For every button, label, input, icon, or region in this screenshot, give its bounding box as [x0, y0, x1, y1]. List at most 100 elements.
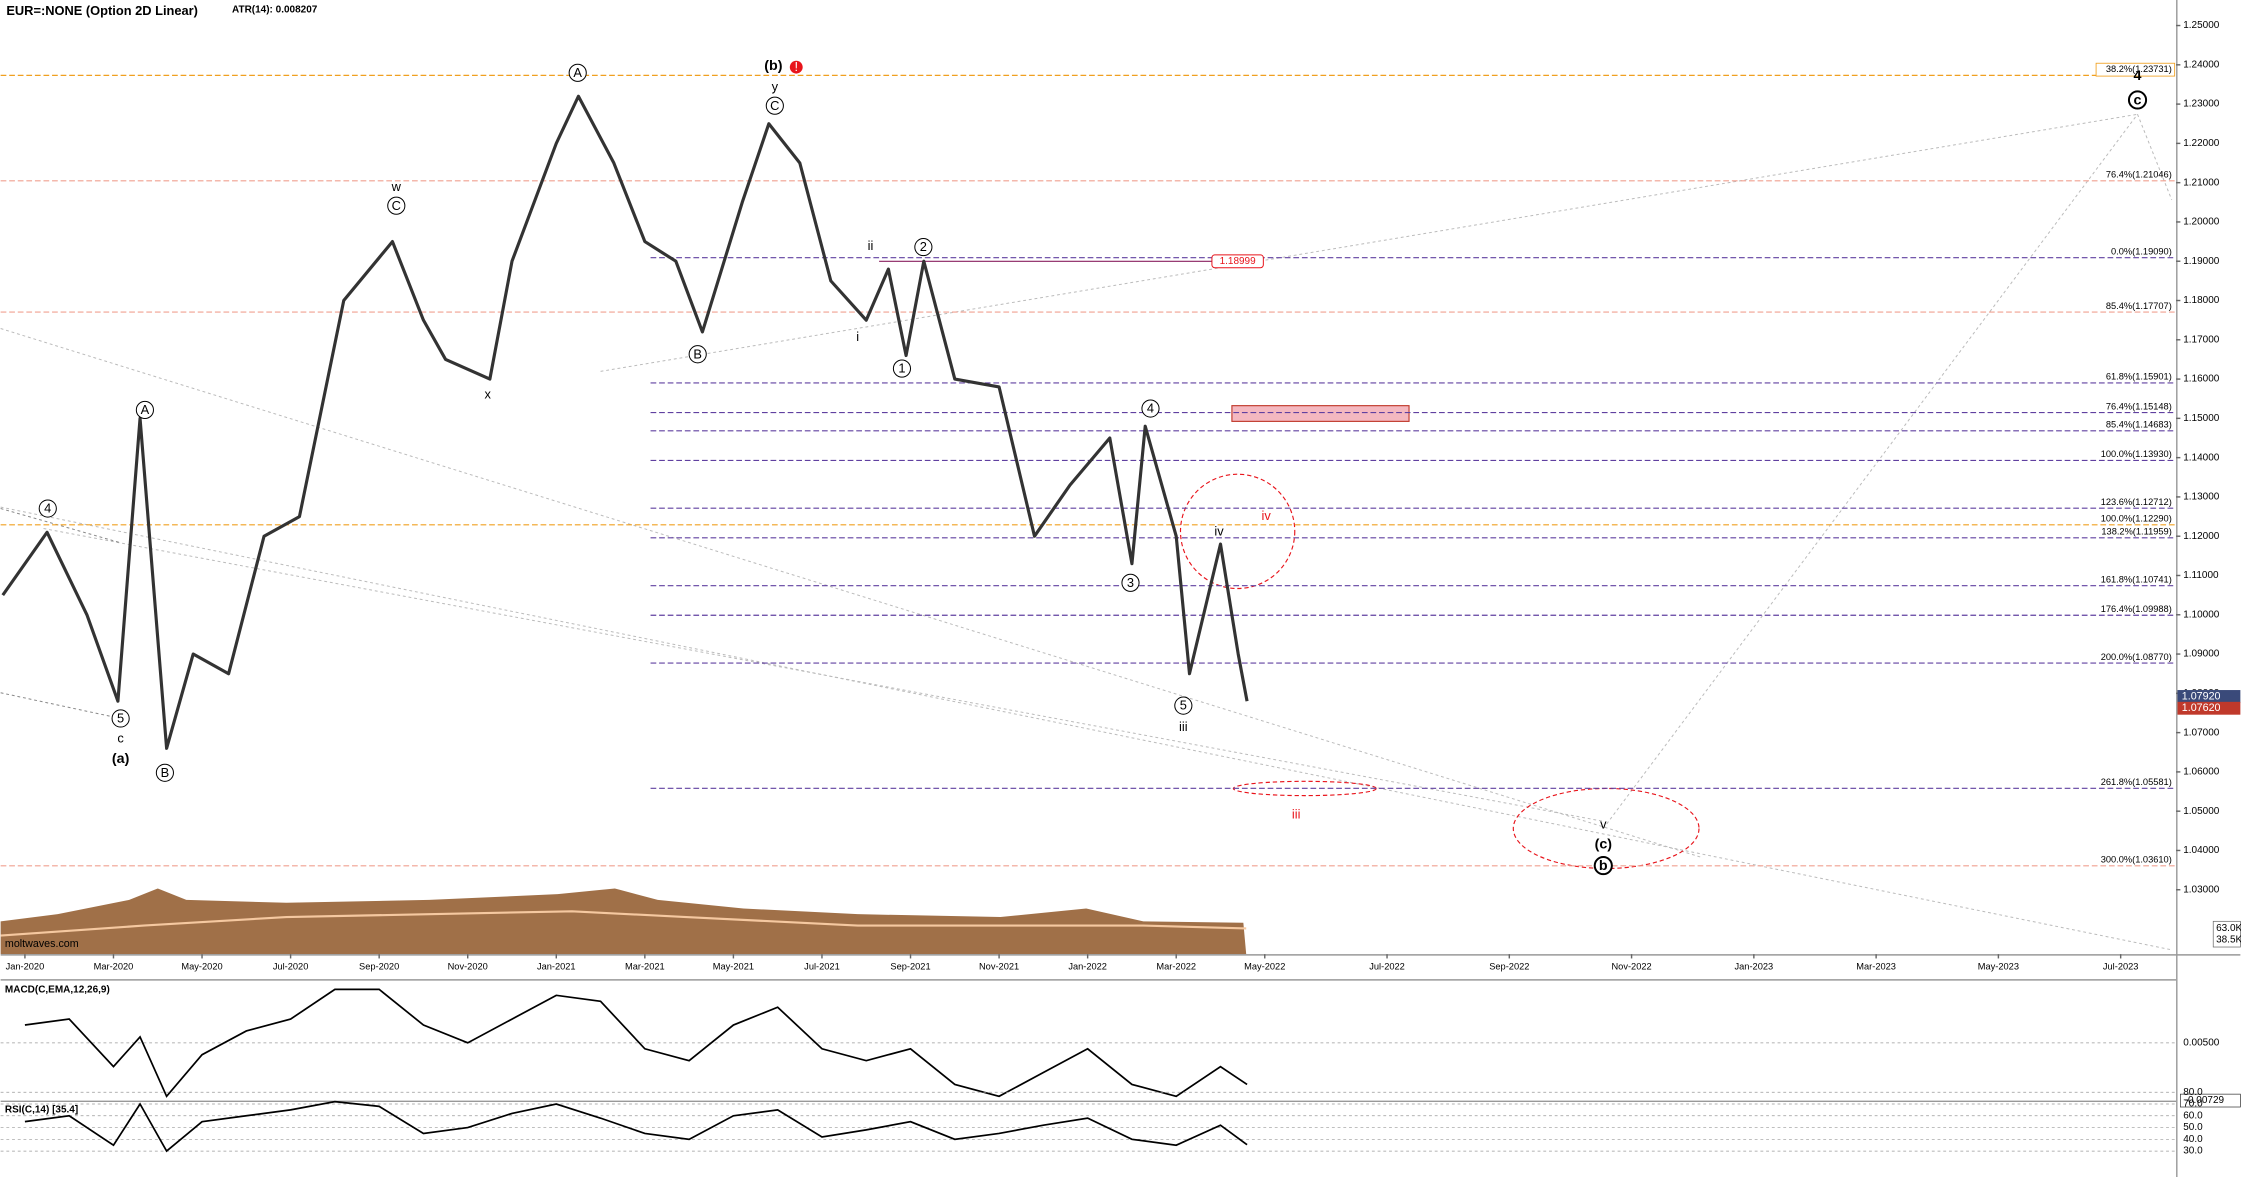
rsi-title: RSI(C,14) [35.4] [5, 1105, 78, 1116]
wave-label: (b) [764, 58, 782, 74]
atr-label: ATR(14): 0.008207 [232, 5, 318, 16]
wave-circle [387, 196, 406, 215]
x-tick-label: Sep-2020 [359, 961, 399, 971]
price-mark-label: 1.07920 [2182, 690, 2221, 702]
fib-level-label: 300.0%(1.03610) [2101, 855, 2172, 865]
y-tick-label: 1.09000 [2183, 649, 2220, 660]
y-tick-label: 1.21000 [2183, 177, 2220, 188]
wave-label: C [770, 98, 779, 113]
wave-label: i [856, 329, 859, 344]
alert-dot [789, 60, 803, 74]
volume-average [0, 910, 1247, 937]
wave-circle [914, 238, 933, 257]
wave-label: b [1599, 858, 1608, 874]
trend-line [43, 528, 1604, 822]
wave-label: iv [1262, 508, 1272, 523]
wave-label: iii [1179, 719, 1188, 734]
y-tick-label: 1.19000 [2183, 256, 2220, 267]
y-tick-label: 1.15000 [2183, 413, 2220, 424]
fib-level-label: 61.8%(1.15901) [2106, 372, 2172, 382]
macd-current-box [2180, 1093, 2241, 1108]
y-tick-label: 1.22000 [2183, 138, 2220, 149]
fib-level-label: 38.2%(1.23731) [2106, 64, 2172, 74]
volume-label: 63.0K [2216, 923, 2241, 934]
fib-level-label: 76.4%(1.15148) [2106, 401, 2172, 411]
wave-label: iii [1292, 806, 1301, 821]
price-mark [2177, 690, 2241, 703]
fib-level-label: 123.6%(1.12712) [2101, 497, 2172, 507]
wave-label: iv [1214, 523, 1224, 538]
wave-label: ii [868, 238, 874, 253]
volume-label: 38.5K [2216, 935, 2241, 946]
price-mark-label: 1.07620 [2182, 702, 2221, 714]
x-tick-label: Jan-2021 [537, 961, 576, 971]
x-tick-label: Mar-2021 [625, 961, 665, 971]
y-tick-label: 30.0 [2183, 1146, 2203, 1157]
wave-label: v [1600, 816, 1607, 831]
x-tick-label: Nov-2022 [1611, 961, 1651, 971]
wave-label: 4 [1147, 401, 1154, 416]
y-tick-label: 1.12000 [2183, 531, 2220, 542]
x-tick-label: Sep-2021 [890, 961, 930, 971]
trend-line [0, 506, 2172, 951]
wave-circle [688, 345, 707, 364]
fib-level-label: 0.0%(1.19090) [2111, 246, 2172, 256]
wave-label: C [392, 198, 401, 213]
wave-circle [765, 96, 784, 115]
y-tick-label: 60.0 [2183, 1110, 2203, 1121]
fib-level-label: 100.0%(1.12290) [2101, 514, 2172, 524]
wave-label: x [485, 386, 492, 401]
y-tick-label: 1.10000 [2183, 609, 2220, 620]
y-tick-label: 1.18000 [2183, 295, 2220, 306]
wave-label: 1 [898, 361, 905, 376]
wave-label: 4 [2134, 68, 2142, 84]
x-tick-label: Mar-2023 [1856, 961, 1896, 971]
fib-level-label: 85.4%(1.17707) [2106, 301, 2172, 311]
x-tick-label: Sep-2022 [1489, 961, 1529, 971]
y-tick-label: 70.0 [2183, 1099, 2203, 1110]
x-tick-label: May-2023 [1978, 961, 2019, 971]
trend-line [2137, 114, 2173, 201]
trend-line [1602, 113, 2138, 829]
fib-level-label: 176.4%(1.09988) [2101, 604, 2172, 614]
y-tick-label: 1.25000 [2183, 20, 2220, 31]
wave-label: (a) [112, 751, 130, 767]
y-tick-label: 1.24000 [2183, 59, 2220, 70]
wave-label: 4 [44, 501, 51, 516]
wave-circle [38, 499, 57, 518]
wave-label: w [391, 179, 402, 194]
price-line [1, 94, 1249, 750]
wave-circle [1121, 573, 1140, 592]
wave-label: (c) [1595, 837, 1613, 853]
volume-area [0, 888, 1247, 955]
x-tick-label: Jul-2020 [273, 961, 309, 971]
volume-box [2212, 920, 2241, 948]
x-tick-label: Jan-2022 [1068, 961, 1107, 971]
fib-level-label: 100.0%(1.13930) [2101, 449, 2172, 459]
macd-current: -0.00729 [2185, 1095, 2225, 1106]
wave-circle [135, 400, 154, 420]
wave-circle [1174, 696, 1193, 715]
x-tick-label: May-2021 [713, 961, 754, 971]
wave-circle [892, 359, 912, 378]
x-tick-label: May-2022 [1244, 961, 1285, 971]
y-tick-label: 1.03000 [2183, 884, 2220, 895]
wave-circle [2127, 90, 2148, 110]
y-tick-label: 1.13000 [2183, 492, 2220, 503]
y-tick-label: 40.0 [2183, 1134, 2203, 1145]
wave-label: ! [794, 59, 798, 74]
y-tick-label: 1.07000 [2183, 727, 2220, 738]
x-tick-label: Jul-2023 [2103, 961, 2139, 971]
x-tick-label: Jul-2021 [804, 961, 840, 971]
wave-circle [1141, 399, 1160, 418]
macd-line [24, 988, 1248, 1098]
x-tick-label: Nov-2020 [448, 961, 488, 971]
fib-level-label: 85.4%(1.14683) [2106, 420, 2172, 430]
y-tick-label: 1.06000 [2183, 767, 2220, 778]
target-circle [1179, 473, 1296, 590]
watermark: moltwaves.com [5, 938, 79, 950]
wave-label: B [161, 765, 170, 780]
fib-level-label: 200.0%(1.08770) [2101, 652, 2172, 662]
